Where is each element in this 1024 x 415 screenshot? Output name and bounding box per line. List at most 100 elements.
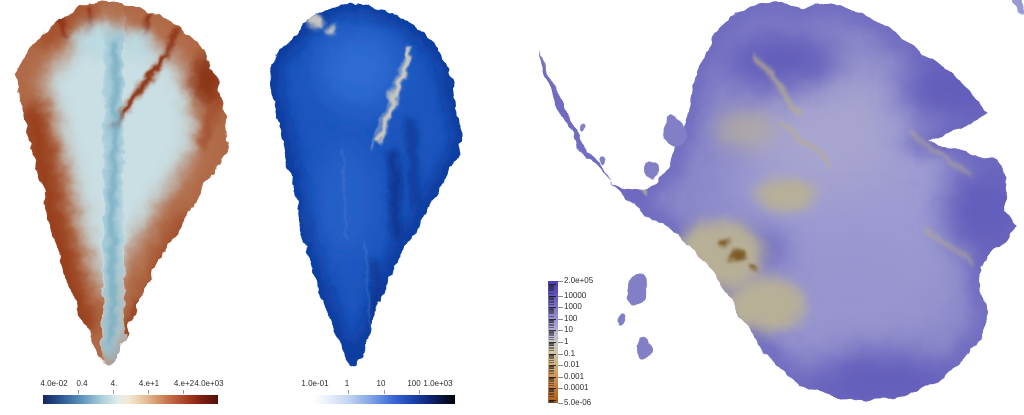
- tick: [419, 390, 420, 394]
- minor-tick: [549, 390, 554, 392]
- minor-tick: [549, 400, 554, 402]
- colorbar-label: 1: [564, 337, 569, 346]
- minor-tick: [549, 368, 554, 370]
- tick: [558, 281, 563, 282]
- tick: [78, 390, 79, 394]
- minor-tick: [549, 366, 554, 368]
- tick: [558, 295, 563, 297]
- major-tick: [549, 342, 556, 343]
- minor-tick: [549, 354, 554, 356]
- minor-tick: [549, 297, 554, 299]
- greenland-coolwarm-map: [15, 2, 228, 367]
- minor-tick: [549, 377, 554, 379]
- tick: [558, 318, 563, 320]
- minor-tick: [549, 389, 554, 391]
- minor-tick: [549, 286, 554, 288]
- minor-tick: [549, 366, 554, 368]
- tick: [384, 390, 385, 394]
- minor-tick: [549, 310, 554, 312]
- major-tick: [549, 388, 556, 390]
- colorbar-label: 0.4: [76, 379, 88, 388]
- minor-tick: [549, 315, 554, 317]
- colorbar-label: 4.0e-02: [40, 379, 68, 388]
- minor-tick: [549, 312, 554, 314]
- greenland-coolwarm-art: [15, 2, 228, 367]
- minor-tick: [549, 292, 554, 294]
- minor-tick: [549, 365, 554, 367]
- major-tick: [549, 399, 556, 401]
- minor-tick: [549, 325, 554, 326]
- minor-tick: [549, 321, 554, 323]
- minor-tick: [549, 290, 554, 292]
- minor-tick: [549, 388, 554, 390]
- colorbar-label: 0.1: [564, 348, 576, 358]
- major-tick: [549, 307, 556, 309]
- tick: [558, 307, 563, 309]
- minor-tick: [549, 285, 554, 287]
- minor-tick: [549, 298, 554, 300]
- minor-tick: [549, 382, 554, 384]
- major-tick: [549, 376, 556, 378]
- tick: [148, 390, 149, 394]
- minor-tick: [549, 346, 554, 348]
- minor-tick: [549, 400, 554, 402]
- colorbar-label: 5.0e-06: [564, 398, 592, 407]
- antarctica-map: [538, 0, 1024, 401]
- colorbar-label: 4.e+1: [138, 379, 160, 388]
- antarctica-colorbar-minor-ticks: [548, 281, 558, 404]
- colorbar-label: 10: [376, 379, 386, 388]
- colorbar-label: 1000: [564, 302, 582, 312]
- tick: [558, 342, 563, 343]
- antarctica-islands: [579, 116, 687, 358]
- colorbar-label: 4.e+2: [173, 379, 195, 388]
- colorbar-label: 1.0e-01: [301, 379, 329, 388]
- colorbar-label: 1.0e+03: [423, 379, 453, 388]
- tick: [558, 388, 563, 390]
- minor-tick: [549, 367, 554, 369]
- minor-tick: [549, 309, 554, 311]
- greenland-blue-map: [270, 2, 462, 367]
- minor-tick: [549, 396, 554, 398]
- minor-tick: [549, 287, 554, 289]
- antarctica-art: [538, 0, 1024, 401]
- colorbar-gradient: [43, 395, 218, 404]
- tick: [558, 403, 563, 404]
- minor-tick: [549, 384, 554, 386]
- minor-tick: [549, 332, 554, 334]
- minor-tick: [549, 335, 554, 337]
- minor-tick: [549, 284, 554, 286]
- colorbar-label: 4.: [110, 379, 118, 388]
- minor-tick: [549, 354, 554, 356]
- colorbar-label: 2.0e+05: [564, 276, 594, 285]
- major-tick: [549, 365, 556, 366]
- minor-tick: [549, 401, 554, 403]
- tick: [558, 376, 563, 378]
- minor-tick: [549, 377, 554, 379]
- major-tick: [549, 295, 556, 297]
- minor-tick: [549, 394, 554, 396]
- minor-tick: [549, 402, 554, 404]
- minor-tick: [549, 361, 554, 363]
- minor-tick: [549, 310, 554, 312]
- minor-tick: [549, 304, 554, 305]
- minor-tick: [549, 355, 554, 357]
- major-tick: [549, 330, 556, 332]
- colorbar-gradient: [313, 395, 455, 404]
- major-tick: [549, 318, 556, 320]
- minor-tick: [549, 300, 554, 302]
- minor-tick: [549, 391, 554, 393]
- tick: [558, 365, 563, 366]
- minor-tick: [549, 356, 554, 358]
- colorbar-label: 100: [407, 379, 421, 388]
- minor-tick: [549, 356, 554, 358]
- minor-tick: [549, 344, 554, 346]
- minor-tick: [549, 378, 554, 380]
- minor-tick: [549, 299, 554, 301]
- tick: [113, 390, 114, 394]
- minor-tick: [549, 323, 554, 325]
- minor-tick: [549, 320, 554, 322]
- minor-tick: [549, 308, 554, 310]
- minor-tick: [549, 392, 554, 394]
- minor-tick: [549, 342, 554, 344]
- minor-tick: [549, 289, 554, 291]
